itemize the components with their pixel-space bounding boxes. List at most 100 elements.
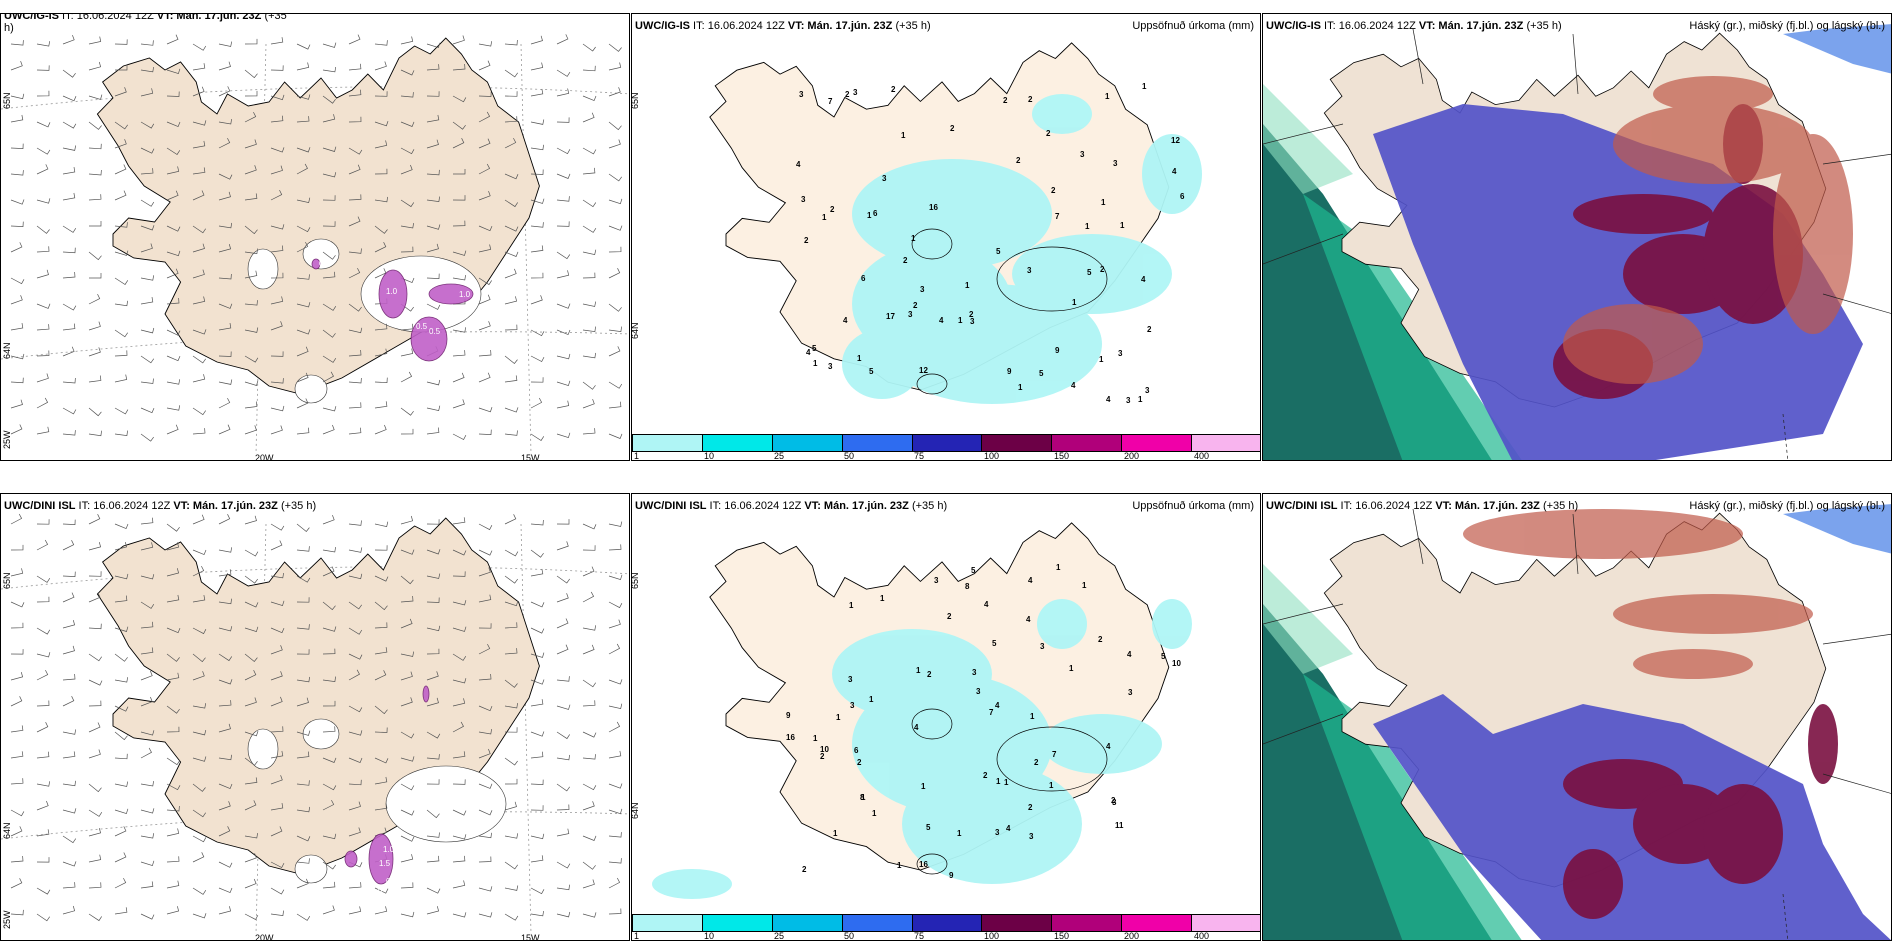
wind-panel-title: UWC/DINI ISL IT: 16.06.2024 12Z VT: Mán.… <box>4 500 317 512</box>
precip-value-label: 5 <box>812 344 817 353</box>
wind-barb <box>400 371 413 383</box>
precip-area <box>1152 599 1192 649</box>
wind-barb <box>582 428 596 435</box>
wind-barb <box>478 594 492 603</box>
wind-barb <box>530 910 544 917</box>
colorbar-swatch <box>1052 915 1123 931</box>
wind-barb <box>400 223 414 229</box>
wind-barb <box>348 827 361 837</box>
wind-barb <box>192 671 205 681</box>
wind-barb <box>400 147 415 155</box>
precip-value-label: 2 <box>845 90 850 99</box>
wind-barb <box>62 323 76 331</box>
wind-barb <box>192 703 207 709</box>
wind-barb <box>166 355 181 362</box>
wind-barb <box>10 242 23 253</box>
sea-low-cloud-light <box>1263 564 1353 674</box>
wind-barb <box>36 198 51 204</box>
wind-barb <box>296 835 311 842</box>
wind-barb <box>504 251 519 257</box>
wind-barb <box>140 275 155 281</box>
wind-barb <box>504 430 518 436</box>
wind-barb <box>608 303 622 312</box>
wind-barb <box>270 425 283 435</box>
precip-value-label: 5 <box>992 639 997 648</box>
colorbar-swatch <box>1192 435 1260 451</box>
wind-barb <box>270 351 284 357</box>
wind-barb <box>244 300 258 306</box>
wind-barb <box>348 547 363 553</box>
wind-barb <box>88 194 102 201</box>
wind-barb <box>452 517 466 525</box>
wind-barb <box>608 62 622 71</box>
precip-value-label: 2 <box>1028 803 1033 812</box>
wind-barb <box>400 854 414 863</box>
wind-barb <box>478 225 493 232</box>
wind-barb <box>192 565 205 577</box>
wind-barb <box>244 833 258 839</box>
wind-barb <box>374 424 387 435</box>
lat-label-65n: 65N <box>631 572 640 589</box>
colorbar-swatch <box>1122 435 1193 451</box>
precip-value-label: 1 <box>897 861 902 870</box>
wind-barb <box>348 248 362 254</box>
wind-barb <box>426 303 441 310</box>
wind-barb <box>530 88 544 97</box>
precip-value-label: 1 <box>861 793 866 802</box>
colorbar-tick-label: 150 <box>1054 931 1070 941</box>
wind-barb <box>478 349 492 357</box>
wind-barb <box>88 854 102 863</box>
wind-barb <box>322 146 337 152</box>
colorbar-tick-label: 100 <box>984 451 1000 461</box>
wind-barb <box>192 355 206 364</box>
precip-value-label: 2 <box>913 301 918 310</box>
wind-barb <box>452 275 466 281</box>
wind-barb <box>530 62 544 71</box>
wind-barb <box>166 856 180 863</box>
grid-line <box>1782 413 1789 460</box>
precip-value-label: 8 <box>965 582 970 591</box>
wind-barb <box>140 696 153 707</box>
wind-barb <box>270 37 284 45</box>
wind-barb <box>608 433 623 439</box>
precip-value-label: 3 <box>995 828 1000 837</box>
wind-barb <box>296 575 311 583</box>
wind-barb <box>348 882 362 889</box>
wind-barb <box>322 172 337 178</box>
wind-barb <box>400 783 415 791</box>
wind-barb <box>192 653 206 663</box>
wind-barb <box>478 623 492 629</box>
wind-barb <box>374 575 389 582</box>
wind-barb <box>348 705 363 713</box>
precip-value-label: 1 <box>867 211 872 220</box>
glacier-patch <box>247 248 279 290</box>
precip-value-label: 10 <box>1172 659 1181 668</box>
wind-barb <box>296 523 310 532</box>
wind-barb <box>296 197 311 204</box>
precip-value-label: 1 <box>836 713 841 722</box>
wind-barb <box>556 88 570 97</box>
precip-value-label: 1 <box>957 829 962 838</box>
wind-barb <box>582 95 597 102</box>
precip-value-label: 1 <box>965 281 970 290</box>
precip-area <box>652 869 732 899</box>
precip-value-label: 3 <box>1029 832 1034 841</box>
wind-barb <box>348 147 363 155</box>
wind-barb <box>478 783 493 789</box>
wind-barb <box>36 751 50 759</box>
precip-blob <box>410 316 448 362</box>
wind-barb <box>504 268 517 279</box>
wind-barb <box>89 221 102 227</box>
wind-barb <box>608 43 622 52</box>
wind-barb <box>296 913 311 921</box>
precip-value-label: 9 <box>1055 346 1060 355</box>
wind-barb <box>10 143 24 149</box>
wind-barb <box>504 173 519 180</box>
wind-barb <box>582 566 595 577</box>
wind-barb <box>608 139 621 149</box>
wind-barb <box>166 880 180 889</box>
wind-barb <box>36 147 51 155</box>
wind-barb <box>504 861 518 870</box>
wind-barb <box>62 34 75 45</box>
